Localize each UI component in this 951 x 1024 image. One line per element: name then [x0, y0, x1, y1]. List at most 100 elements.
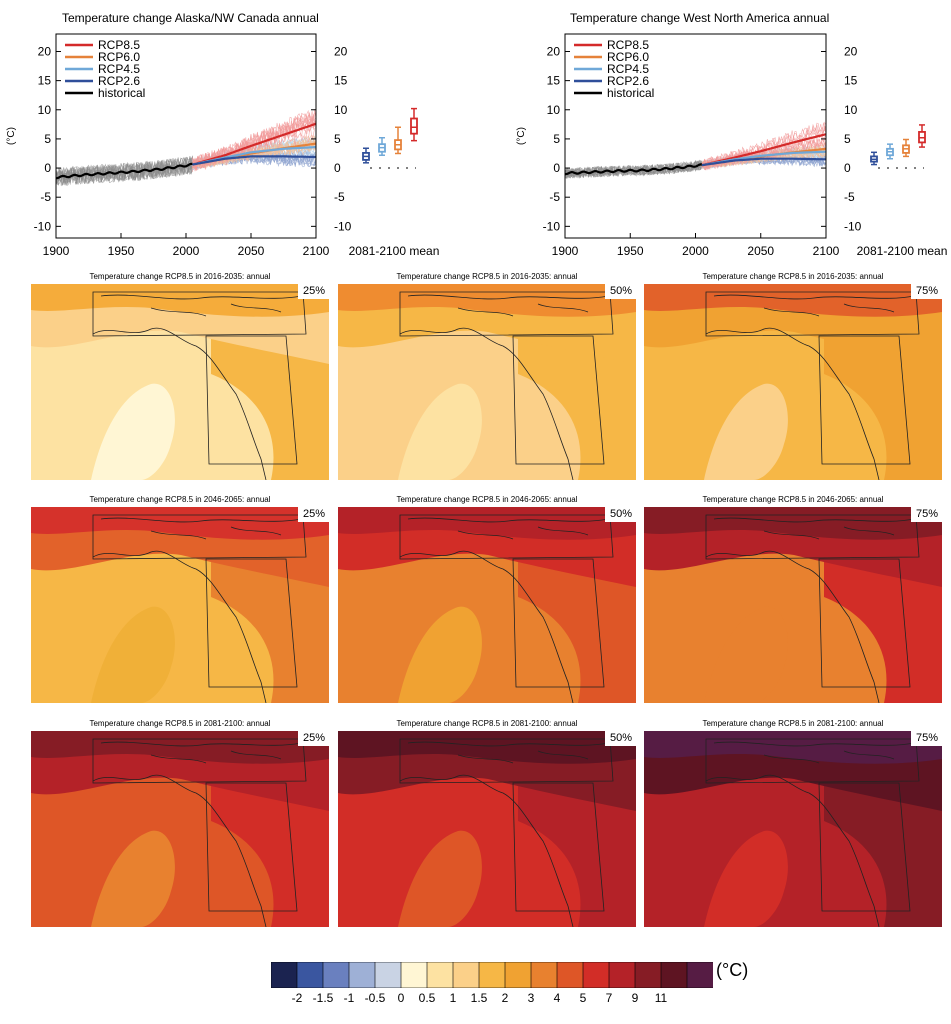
region-box-alaska: [399, 291, 614, 337]
colorbar-swatch: [660, 962, 688, 988]
colorbar-tick-label: 0.5: [418, 991, 436, 1005]
colorbar-tick-label: -2: [291, 991, 303, 1005]
x-tick-label: 2050: [238, 244, 265, 258]
percentile-label: 50%: [604, 507, 636, 522]
map-panel: Temperature change RCP8.5 in 2081-2100: …: [338, 719, 636, 927]
series-line-rcp85: [192, 122, 317, 166]
map-panel: Temperature change RCP8.5 in 2016-2035: …: [644, 272, 942, 480]
coastline: [92, 327, 267, 480]
legend-label: RCP4.5: [98, 62, 140, 76]
region-box-west-north-america: [818, 558, 911, 688]
region-box-west-north-america: [512, 558, 605, 688]
map-region-east: [518, 334, 636, 480]
map-region-southwest: [398, 606, 482, 703]
historical-member: [56, 156, 193, 186]
map-title: Temperature change RCP8.5 in 2081-2100: …: [702, 719, 884, 728]
map-title: Temperature change RCP8.5 in 2046-2065: …: [396, 495, 578, 504]
map-field: [31, 507, 329, 703]
colorbar-tick-label: 5: [579, 991, 587, 1005]
colorbar-tick-label: 2: [501, 991, 509, 1005]
colorbar-swatch: [296, 962, 324, 988]
map-panel: Temperature change RCP8.5 in 2046-2065: …: [31, 495, 329, 703]
y-tick-label: 20: [38, 44, 52, 58]
map-field: [644, 284, 942, 480]
colorbar-swatch: [478, 962, 506, 988]
legend-label: RCP8.5: [98, 38, 140, 52]
colorbar-swatch: [452, 962, 480, 988]
arctic-coastline: [100, 741, 302, 747]
x-tick-label: 1900: [43, 244, 70, 258]
map-region-east: [518, 557, 636, 703]
legend-label: RCP6.0: [98, 50, 140, 64]
colorbar-swatch: [348, 962, 376, 988]
colorbar-tick-label: 0: [397, 991, 405, 1005]
percentile-label: 75%: [910, 507, 942, 522]
colorbar-tick-label: 9: [631, 991, 639, 1005]
x-tick-label: 1950: [108, 244, 135, 258]
colorbar-swatch: [686, 962, 713, 988]
boxplots: [362, 107, 418, 169]
island-outlines: [457, 750, 589, 764]
arctic-coastline: [713, 741, 915, 747]
coastline: [705, 327, 880, 480]
y-tick-label: -5: [549, 190, 560, 204]
colorbar-tick-label: 1: [449, 991, 457, 1005]
colorbar-tick-label: -1: [343, 991, 355, 1005]
arctic-coastline: [407, 741, 609, 747]
colorbar-tick-label: 3: [527, 991, 535, 1005]
y-tick-label-right: 0: [844, 161, 851, 175]
coastline: [399, 550, 574, 703]
colorbar-tick-label: -1.5: [312, 991, 334, 1005]
coastline: [92, 774, 267, 927]
island-outlines: [763, 526, 895, 540]
map-region-southwest: [91, 606, 175, 703]
x-tick-label: 1900: [552, 244, 579, 258]
y-tick-label-right: 15: [334, 74, 348, 88]
historical-member: [565, 159, 703, 180]
percentile-label: 75%: [910, 284, 942, 299]
series-line-rcp26: [701, 157, 826, 167]
legend-label: historical: [98, 86, 145, 100]
colorbar-swatch: [556, 962, 584, 988]
legend-label: RCP2.6: [607, 74, 649, 88]
colorbar-swatch: [530, 962, 558, 988]
island-outlines: [457, 526, 589, 540]
y-tick-label-right: -5: [334, 190, 345, 204]
y-tick-label-right: 20: [334, 44, 348, 58]
box-axis-label: 2081-2100 mean: [349, 244, 440, 258]
historical-member: [56, 156, 193, 187]
y-tick-label-right: 0: [334, 161, 341, 175]
y-tick-label-right: -10: [334, 219, 352, 233]
map-title: Temperature change RCP8.5 in 2046-2065: …: [702, 495, 884, 504]
map-region-east: [518, 781, 636, 927]
region-box-west-north-america: [512, 782, 605, 912]
percentile-label: 50%: [604, 731, 636, 746]
arctic-coastline: [100, 517, 302, 523]
colorbar-swatch: [426, 962, 454, 988]
colorbar-swatch: [582, 962, 610, 988]
map-region-southwest: [91, 383, 175, 480]
island-outlines: [763, 303, 895, 317]
y-tick-label-right: -5: [844, 190, 855, 204]
colorbar-tick-label: 4: [553, 991, 561, 1005]
island-outlines: [763, 750, 895, 764]
map-title: Temperature change RCP8.5 in 2046-2065: …: [89, 495, 271, 504]
map-panel: Temperature change RCP8.5 in 2081-2100: …: [31, 719, 329, 927]
y-tick-label: 10: [547, 103, 561, 117]
region-box-alaska: [399, 738, 614, 784]
y-tick-label: 5: [44, 132, 51, 146]
y-tick-label: 0: [553, 161, 560, 175]
coastline: [92, 550, 267, 703]
region-box-alaska: [705, 514, 920, 560]
region-box-west-north-america: [205, 558, 298, 688]
x-tick-label: 2100: [303, 244, 330, 258]
map-region-east: [211, 557, 329, 703]
y-axis-label: (°C): [6, 127, 17, 145]
region-box-alaska: [705, 738, 920, 784]
map-title: Temperature change RCP8.5 in 2016-2035: …: [89, 272, 271, 281]
map-panel: Temperature change RCP8.5 in 2016-2035: …: [338, 272, 636, 480]
colorbar-swatch: [608, 962, 636, 988]
y-tick-label: 15: [38, 74, 52, 88]
x-tick-label: 2100: [813, 244, 840, 258]
